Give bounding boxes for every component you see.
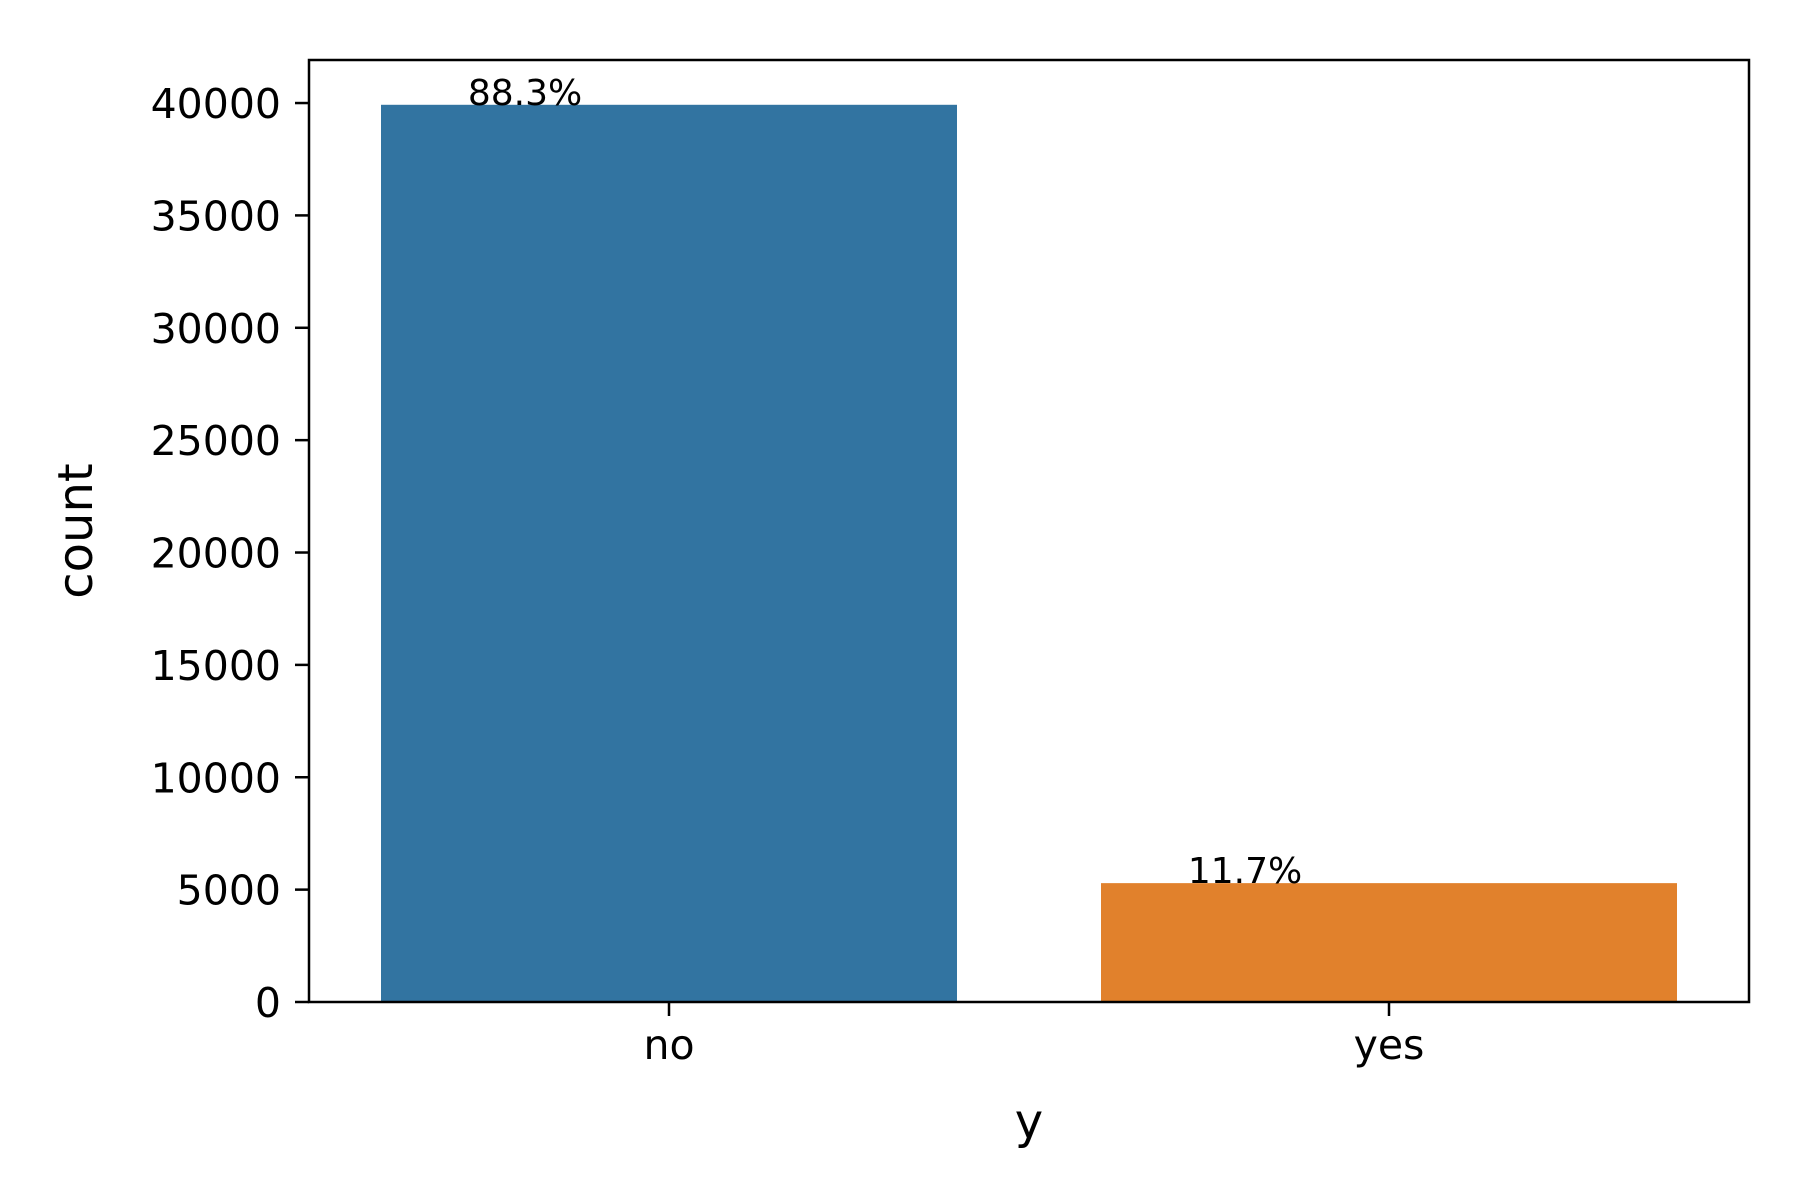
y-axis-title: count xyxy=(48,463,104,598)
bar-label-yes: 11.7% xyxy=(1188,851,1302,892)
bar-no xyxy=(381,104,957,1003)
bar-labels-layer: 88.3% 11.7% xyxy=(468,73,1302,892)
bar-label-no: 88.3% xyxy=(468,73,582,114)
y-tick-label-0: 0 xyxy=(255,979,281,1027)
y-axis: 0 5000 10000 15000 20000 25000 30000 35000 40000 xyxy=(151,80,309,1027)
bar-yes xyxy=(1101,883,1677,1002)
x-tick-label-no: no xyxy=(643,1021,694,1069)
x-axis-title: y xyxy=(1015,1094,1043,1150)
y-tick-label-30000: 30000 xyxy=(151,305,281,353)
y-tick-label-40000: 40000 xyxy=(151,80,281,128)
plot-frame xyxy=(307,58,1751,1004)
y-tick-label-20000: 20000 xyxy=(151,530,281,578)
x-axis: no yes xyxy=(643,1002,1424,1069)
y-tick-label-10000: 10000 xyxy=(151,754,281,802)
y-tick-label-35000: 35000 xyxy=(151,192,281,240)
x-tick-label-yes: yes xyxy=(1354,1021,1425,1069)
y-tick-label-5000: 5000 xyxy=(177,867,281,915)
bars-layer xyxy=(381,104,1677,1003)
y-tick-label-15000: 15000 xyxy=(151,642,281,690)
y-tick-label-25000: 25000 xyxy=(151,417,281,465)
